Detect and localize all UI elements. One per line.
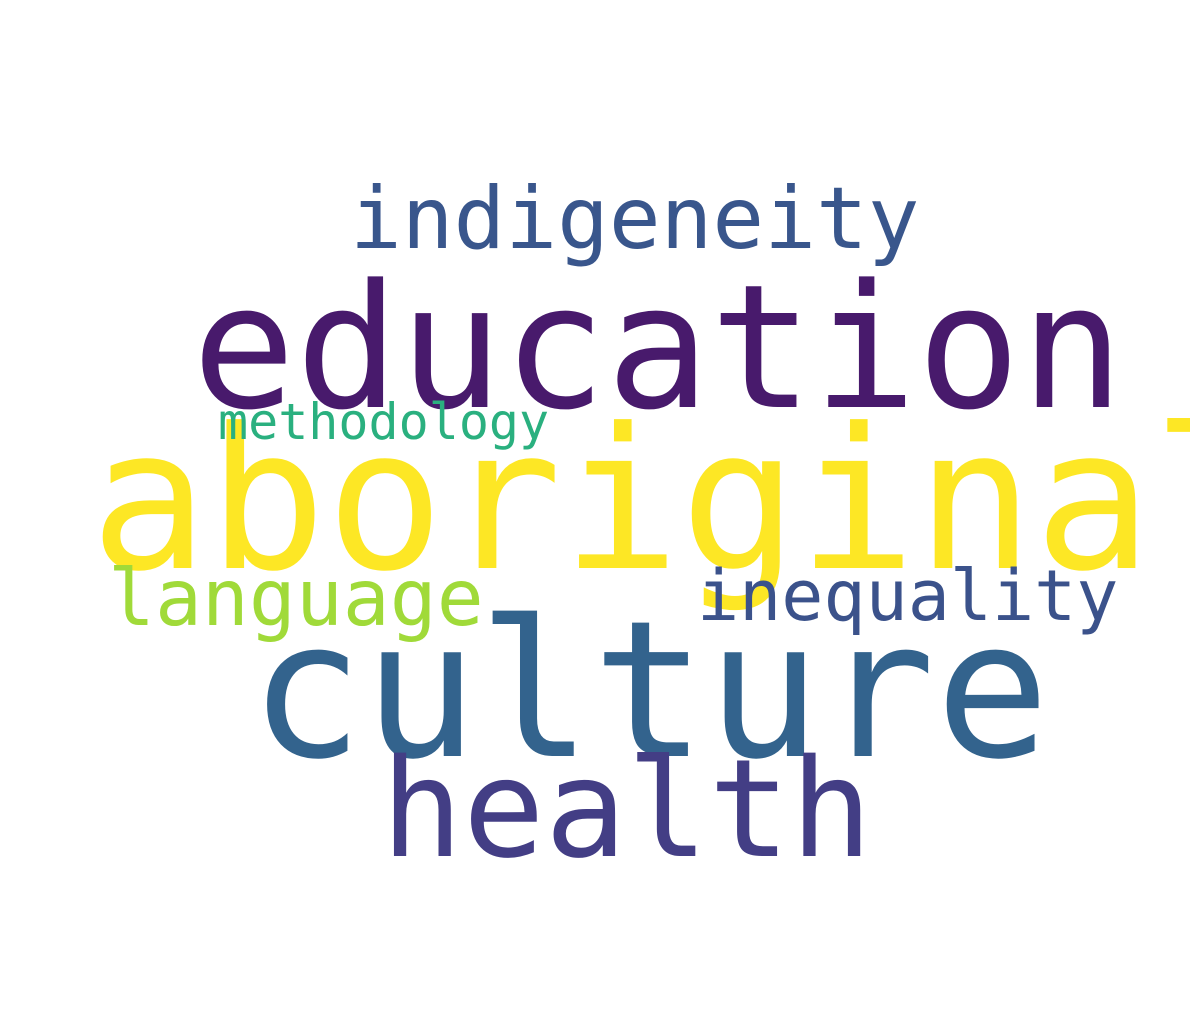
word-inequality: inequality (697, 555, 1119, 637)
word-indigeneity: indigeneity (350, 169, 920, 269)
word-education: education (192, 247, 1124, 448)
word-culture: culture (249, 580, 1050, 801)
word-health: health (381, 731, 873, 889)
word-aboriginal: aboriginal (90, 387, 1190, 615)
word-language: language (108, 554, 484, 644)
word-methodology: methodology (218, 393, 550, 451)
